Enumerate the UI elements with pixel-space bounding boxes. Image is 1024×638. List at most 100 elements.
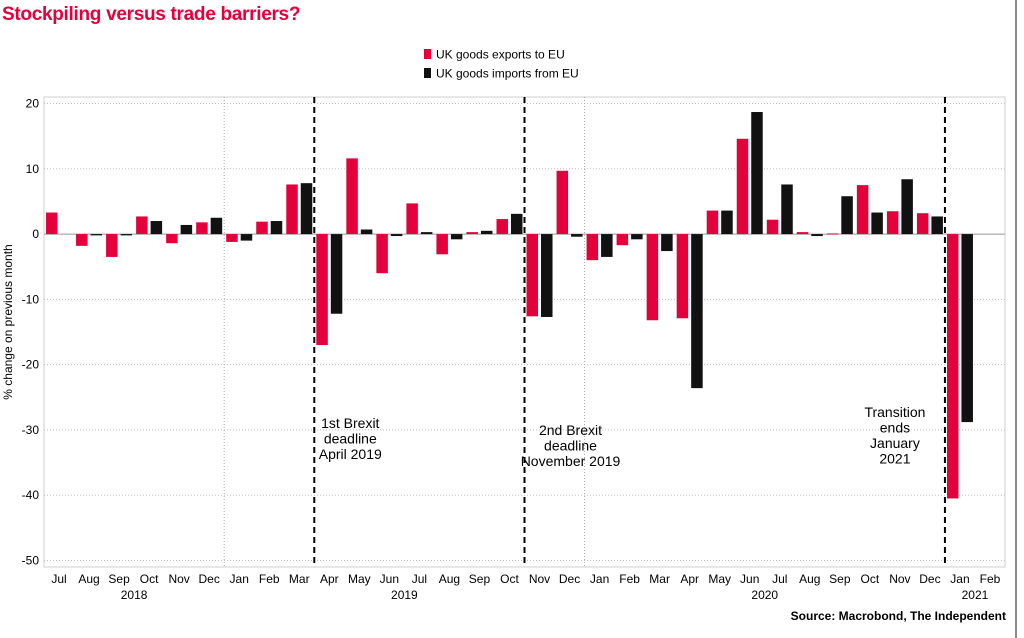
x-tick-label: Mar [289,572,310,586]
year-label: 2020 [751,588,778,602]
x-tick-label: Nov [529,572,550,586]
event-label: deadline [544,438,597,454]
bar-exports [586,234,599,261]
bar-imports [300,183,313,235]
x-tick-label: Nov [889,572,910,586]
bar-imports [571,234,583,237]
event-label: ends [880,420,910,436]
x-tick-label: Oct [500,572,519,586]
x-tick-label: Apr [680,572,699,586]
x-tick-label: Dec [199,572,220,586]
bar-imports [781,184,793,235]
bar-exports [526,234,539,317]
year-label: 2021 [962,588,989,602]
event-label: 2021 [879,451,910,467]
bar-imports [480,230,493,235]
bar-exports [436,234,448,255]
year-label: 2019 [391,588,418,602]
bar-imports [510,213,523,235]
bar-exports [766,219,779,235]
x-tick-label: Jan [230,572,249,586]
y-axis-label: % change on previous month [1,244,15,399]
x-tick-label: Feb [980,572,1001,586]
x-tick-label: Nov [168,572,189,586]
bar-exports [676,234,689,319]
event-label: April 2019 [319,446,382,462]
event-label: Transition [864,404,925,420]
x-tick-label: Mar [649,572,670,586]
bar-exports [556,170,569,235]
event-label: November 2019 [521,453,621,469]
bar-exports [106,234,118,257]
bar-exports [466,232,478,235]
y-tick-label: -50 [22,553,40,567]
bar-imports [120,234,133,236]
x-tick-label: Apr [320,572,339,586]
bar-exports [46,212,58,235]
year-label: 2018 [121,588,148,602]
x-tick-label: May [348,572,371,586]
bar-exports [616,234,629,246]
legend-label: UK goods imports from EU [436,67,579,81]
bar-exports [196,222,208,235]
legend: UK goods exports to EU UK goods imports f… [424,48,579,81]
bar-imports [541,234,553,317]
bar-imports [631,234,643,240]
bars [46,112,973,499]
source-note: Source: Macrobond, The Independent [790,609,1006,623]
x-tick-label: May [708,572,731,586]
event-label: January [870,435,920,451]
bar-imports [871,212,883,235]
bar-imports [961,234,973,423]
x-tick-label: Jun [380,572,399,586]
event-label: deadline [324,431,377,447]
x-tick-label: Aug [439,572,460,586]
bar-exports [826,233,839,235]
bar-imports [330,234,343,314]
bar-exports [796,232,809,235]
x-tick-label: Jul [51,572,66,586]
bar-exports [76,234,88,246]
x-tick-label: Jul [772,572,787,586]
bar-exports [496,219,508,235]
bar-exports [256,221,268,235]
legend-swatch [424,68,431,78]
y-tick-label: 0 [32,227,39,241]
bar-exports [946,234,959,499]
event-label: 1st Brexit [321,415,379,431]
bar-imports [811,234,823,237]
x-tick-label: Sep [469,572,491,586]
x-tick-label: Dec [559,572,580,586]
bar-exports [376,234,388,274]
x-tick-label: Aug [78,572,99,586]
y-tick-label: -30 [22,423,40,437]
bar-exports [316,234,328,346]
bar-imports [601,234,613,257]
bar-exports [226,234,238,242]
bar-exports [706,210,719,235]
bar-imports [841,196,853,235]
x-tick-label: Dec [919,572,940,586]
y-tick-label: -40 [22,488,40,502]
x-tick-label: Sep [108,572,130,586]
bar-exports [136,216,148,235]
bar-imports [691,234,703,389]
legend-label: UK goods exports to EU [436,48,565,62]
x-tick-label: Feb [619,572,640,586]
x-tick-label: Jun [740,572,759,586]
chart-title: Stockpiling versus trade barriers? [2,4,301,25]
x-tick-label: Oct [861,572,880,586]
bar-exports [646,234,659,321]
x-tick-label: Aug [799,572,820,586]
bar-exports [886,211,899,235]
bar-exports [346,158,358,235]
bar-exports [916,213,929,235]
bar-imports [240,234,253,241]
y-tick-label: 20 [26,97,40,111]
legend-swatch [424,49,431,59]
bar-imports [901,179,913,235]
bar-imports [360,229,373,235]
y-tick-label: 10 [26,162,40,176]
